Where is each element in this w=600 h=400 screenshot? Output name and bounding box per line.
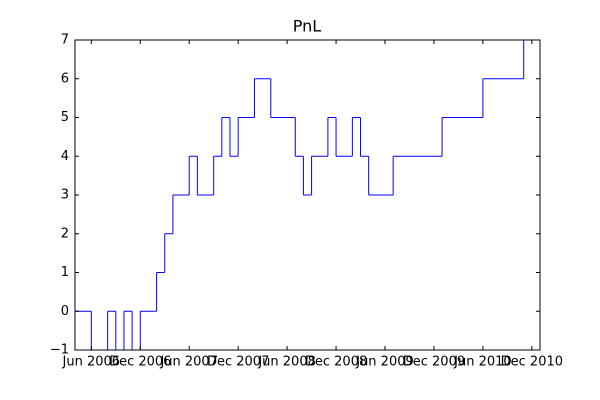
x-tick-label: Dec 2007 xyxy=(207,355,269,370)
y-tick-label: 0 xyxy=(61,304,69,319)
y-tick-label: −1 xyxy=(50,343,69,358)
x-tick-label: Jun 2006 xyxy=(62,355,121,370)
x-tick-label: Jun 2008 xyxy=(257,355,316,370)
y-tick-label: 6 xyxy=(61,71,69,86)
x-tick-label: Jun 2010 xyxy=(453,355,512,370)
y-tick-label: 5 xyxy=(61,110,69,125)
x-tick-label: Jun 2007 xyxy=(159,355,218,370)
y-tick-label: 3 xyxy=(61,188,69,203)
y-tick-label: 2 xyxy=(61,226,69,241)
x-tick-label: Dec 2006 xyxy=(109,355,171,370)
x-tick-label: Dec 2009 xyxy=(403,355,465,370)
x-tick-label: Jun 2009 xyxy=(355,355,414,370)
y-tick-label: 4 xyxy=(61,149,69,164)
x-tick-label: Dec 2008 xyxy=(305,355,367,370)
x-tick-label: Dec 2010 xyxy=(501,355,563,370)
y-tick-label: 1 xyxy=(61,265,69,280)
y-tick-label: 7 xyxy=(61,33,69,48)
chart-title: PnL xyxy=(293,17,322,36)
